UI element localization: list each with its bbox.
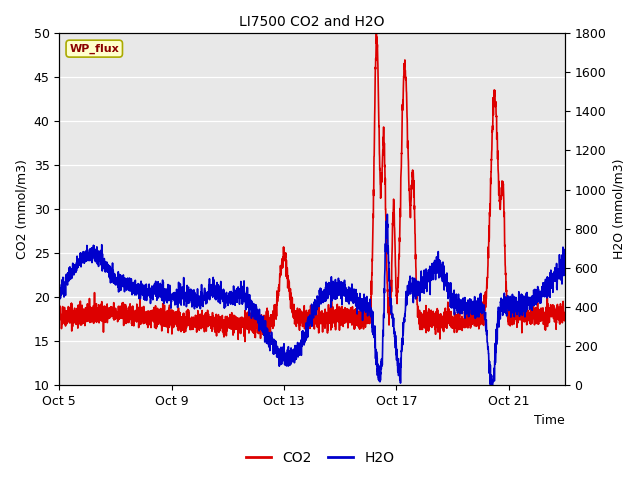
Legend: CO2, H2O: CO2, H2O xyxy=(240,445,400,471)
Y-axis label: H2O (mmol/m3): H2O (mmol/m3) xyxy=(612,159,625,259)
Title: LI7500 CO2 and H2O: LI7500 CO2 and H2O xyxy=(239,15,385,29)
X-axis label: Time: Time xyxy=(534,414,565,427)
Y-axis label: CO2 (mmol/m3): CO2 (mmol/m3) xyxy=(15,159,28,259)
Text: WP_flux: WP_flux xyxy=(69,44,119,54)
